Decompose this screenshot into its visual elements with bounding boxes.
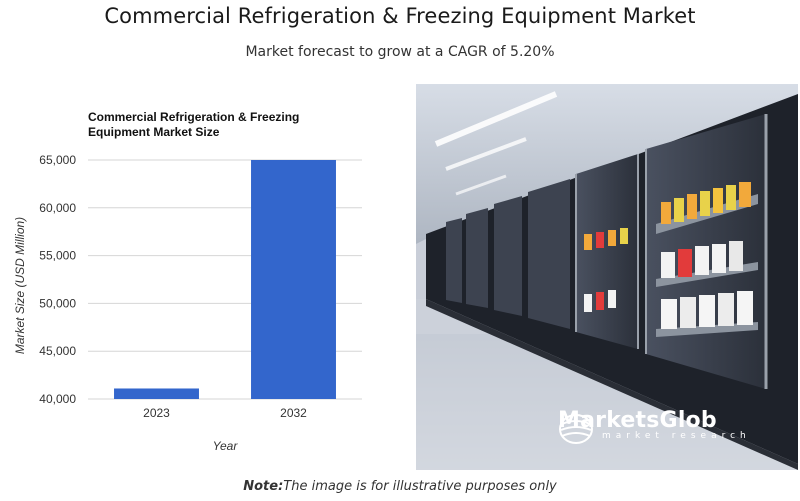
- brand-tagline: market research: [602, 431, 751, 441]
- page-title: Commercial Refrigeration & Freezing Equi…: [104, 4, 696, 28]
- page-subtitle: Market forecast to grow at a CAGR of 5.2…: [245, 44, 555, 60]
- note-text: The image is for illustrative purposes o…: [283, 479, 557, 494]
- y-tick-label: 45,000: [39, 344, 76, 358]
- note-label: Note:: [243, 479, 284, 494]
- logo-icon: [559, 414, 593, 444]
- y-tick-label: 55,000: [39, 249, 76, 263]
- bar: [251, 160, 336, 399]
- footnote: Note:The image is for illustrative purpo…: [0, 479, 800, 494]
- y-tick-label: 60,000: [39, 201, 76, 215]
- brand-name: MarketsGlob: [558, 408, 717, 433]
- chart-title-line-2: Equipment Market Size: [88, 125, 220, 139]
- x-axis-label: Year: [213, 439, 239, 453]
- x-tick-label: 2023: [143, 406, 170, 420]
- y-tick-label: 65,000: [39, 153, 76, 167]
- y-tick-label: 40,000: [39, 392, 76, 406]
- bar: [114, 388, 199, 399]
- refrigerator-photo: MarketsGlob market research: [416, 84, 798, 470]
- brand-watermark: MarketsGlob market research: [558, 408, 751, 441]
- freezer-aisle-image: [416, 84, 798, 470]
- bar-chart: Commercial Refrigeration & Freezing Equi…: [0, 100, 400, 472]
- chart-canvas: 40,000 45,000 50,000 55,000 60,000 65,000 2023…: [13, 153, 362, 453]
- x-tick-label: 2032: [280, 406, 307, 420]
- chart-title-line-1: Commercial Refrigeration & Freezing: [88, 110, 300, 124]
- y-axis-label: Market Size (USD Million): [13, 217, 27, 354]
- chart-title: Commercial Refrigeration & Freezing Equi…: [88, 110, 348, 140]
- y-tick-label: 50,000: [39, 296, 76, 310]
